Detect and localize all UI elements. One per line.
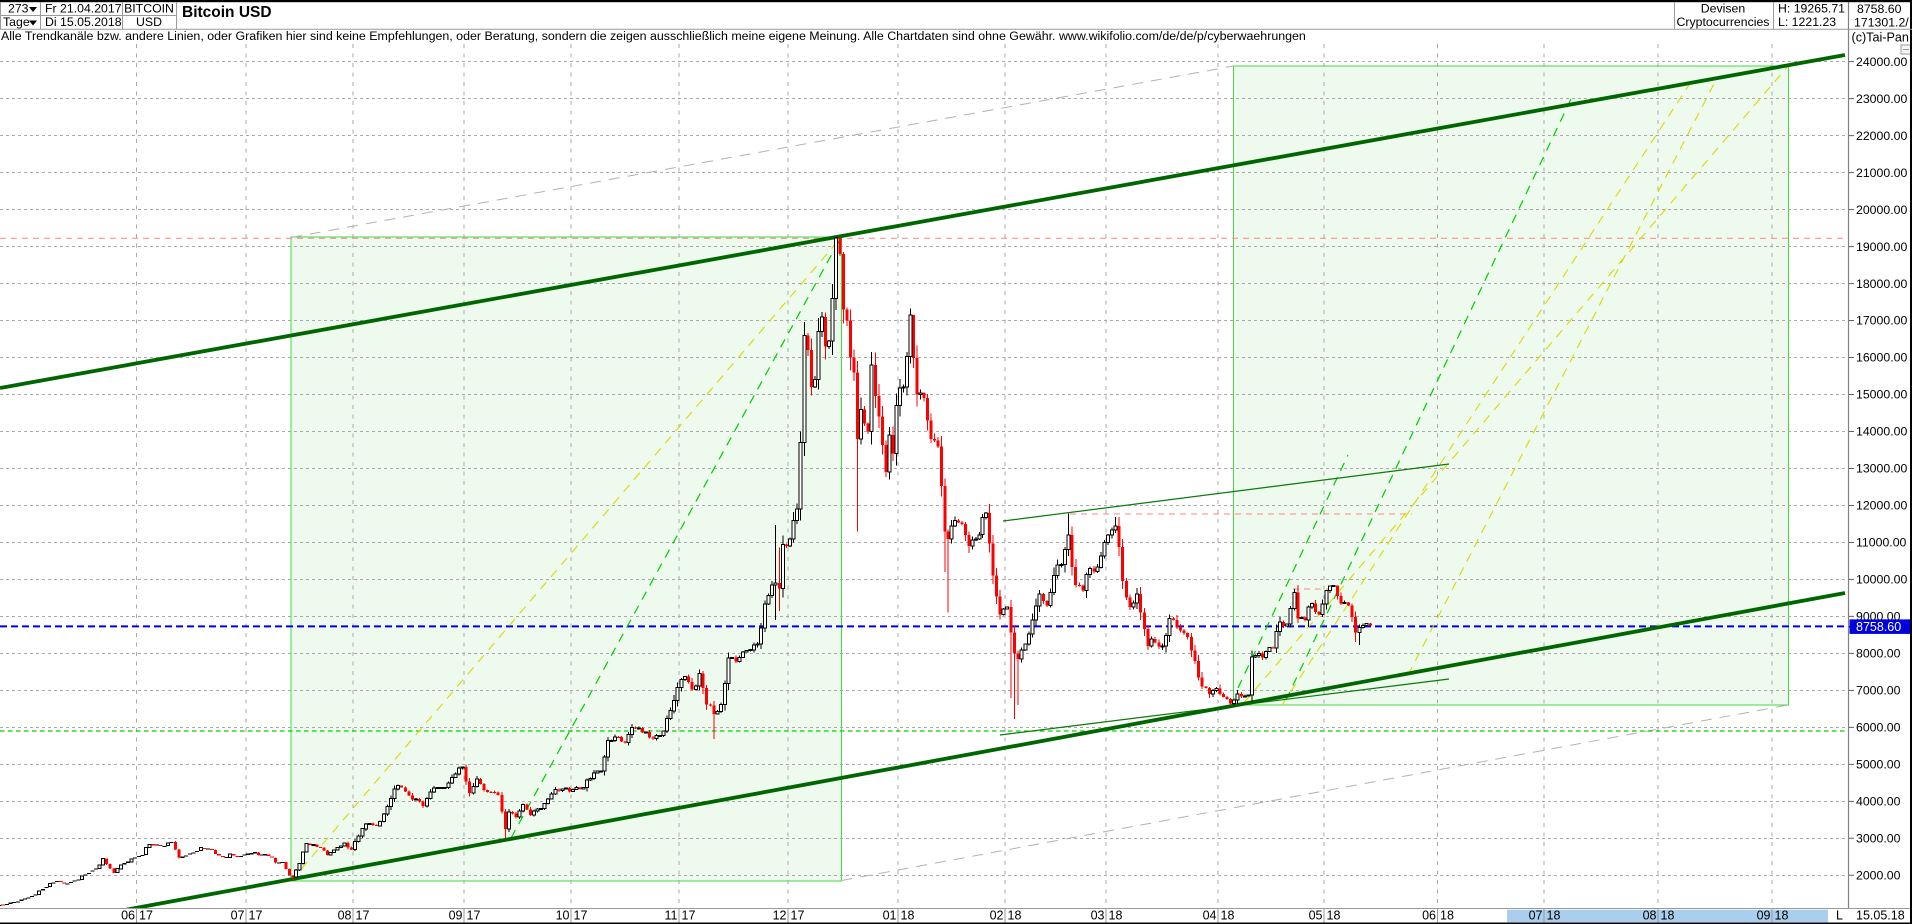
svg-text:18: 18 <box>1661 909 1675 923</box>
svg-text:15000.00: 15000.00 <box>1856 388 1907 402</box>
svg-text:Bitcoin USD: Bitcoin USD <box>182 4 272 21</box>
svg-text:11: 11 <box>665 909 678 923</box>
svg-text:02: 02 <box>990 909 1004 923</box>
svg-text:Tage: Tage <box>3 15 30 29</box>
svg-text:L: L <box>1836 909 1843 923</box>
svg-text:12: 12 <box>773 909 787 923</box>
svg-text:6000.00: 6000.00 <box>1856 721 1901 735</box>
svg-text:17000.00: 17000.00 <box>1856 314 1907 328</box>
svg-text:03: 03 <box>1091 909 1105 923</box>
svg-text:17: 17 <box>791 909 805 923</box>
svg-text:10: 10 <box>556 909 570 923</box>
svg-text:4000.00: 4000.00 <box>1856 795 1901 809</box>
svg-text:12000.00: 12000.00 <box>1856 499 1907 513</box>
svg-text:Fr 21.04.2017: Fr 21.04.2017 <box>45 2 122 16</box>
svg-text:20000.00: 20000.00 <box>1856 203 1907 217</box>
svg-text:19000.00: 19000.00 <box>1856 240 1907 254</box>
svg-text:171301.2/: 171301.2/ <box>1854 16 1909 30</box>
svg-text:18: 18 <box>1109 909 1123 923</box>
svg-text:USD: USD <box>136 15 162 29</box>
svg-text:07: 07 <box>231 909 245 923</box>
svg-text:17: 17 <box>139 909 153 923</box>
svg-text:18: 18 <box>1775 909 1789 923</box>
svg-text:8758.60: 8758.60 <box>1857 2 1902 16</box>
svg-text:04: 04 <box>1203 909 1217 923</box>
svg-text:8000.00: 8000.00 <box>1856 647 1901 661</box>
svg-text:22000.00: 22000.00 <box>1856 129 1907 143</box>
svg-text:11000.00: 11000.00 <box>1856 536 1907 550</box>
svg-text:01: 01 <box>883 909 897 923</box>
svg-text:08: 08 <box>338 909 352 923</box>
svg-text:3000.00: 3000.00 <box>1856 832 1901 846</box>
svg-text:7000.00: 7000.00 <box>1856 684 1901 698</box>
svg-text:Di 15.05.2018: Di 15.05.2018 <box>45 15 122 29</box>
svg-text:05: 05 <box>1309 909 1323 923</box>
svg-text:273: 273 <box>8 2 29 16</box>
svg-text:17: 17 <box>356 909 370 923</box>
svg-text:09: 09 <box>1757 909 1771 923</box>
svg-text:13000.00: 13000.00 <box>1856 462 1907 476</box>
svg-text:18: 18 <box>1221 909 1235 923</box>
svg-text:09: 09 <box>449 909 463 923</box>
svg-text:18: 18 <box>1008 909 1022 923</box>
svg-text:Cryptocurrencies: Cryptocurrencies <box>1677 15 1770 29</box>
svg-text:17: 17 <box>467 909 481 923</box>
svg-text:17: 17 <box>249 909 263 923</box>
svg-text:07: 07 <box>1529 909 1543 923</box>
svg-text:L: 1221.23: L: 1221.23 <box>1778 15 1836 29</box>
svg-text:23000.00: 23000.00 <box>1856 92 1907 106</box>
svg-text:24000.00: 24000.00 <box>1856 55 1907 69</box>
svg-text:17: 17 <box>574 909 588 923</box>
svg-text:16000.00: 16000.00 <box>1856 351 1907 365</box>
svg-text:06: 06 <box>121 909 135 923</box>
svg-text:08: 08 <box>1643 909 1657 923</box>
svg-text:18: 18 <box>901 909 915 923</box>
svg-text:5000.00: 5000.00 <box>1856 758 1901 772</box>
svg-text:Alle Trendkanäle bzw. andere L: Alle Trendkanäle bzw. andere Linien, ode… <box>1 29 1306 43</box>
svg-text:10000.00: 10000.00 <box>1856 573 1907 587</box>
svg-text:2000.00: 2000.00 <box>1856 869 1901 883</box>
svg-text:BITCOIN: BITCOIN <box>124 2 174 16</box>
svg-text:21000.00: 21000.00 <box>1856 166 1907 180</box>
svg-text:H: 19265.71: H: 19265.71 <box>1778 2 1845 16</box>
svg-text:18: 18 <box>1327 909 1341 923</box>
svg-text:18: 18 <box>1440 909 1454 923</box>
svg-text:(c)Tai-Pan: (c)Tai-Pan <box>1852 31 1909 45</box>
svg-text:18: 18 <box>1547 909 1561 923</box>
svg-text:15.05.18: 15.05.18 <box>1856 909 1905 923</box>
svg-text:18000.00: 18000.00 <box>1856 277 1907 291</box>
svg-text:17: 17 <box>682 909 696 923</box>
svg-text:14000.00: 14000.00 <box>1856 425 1907 439</box>
svg-text:06: 06 <box>1422 909 1436 923</box>
svg-text:Devisen: Devisen <box>1701 2 1746 16</box>
svg-text:8758.60: 8758.60 <box>1856 620 1901 634</box>
